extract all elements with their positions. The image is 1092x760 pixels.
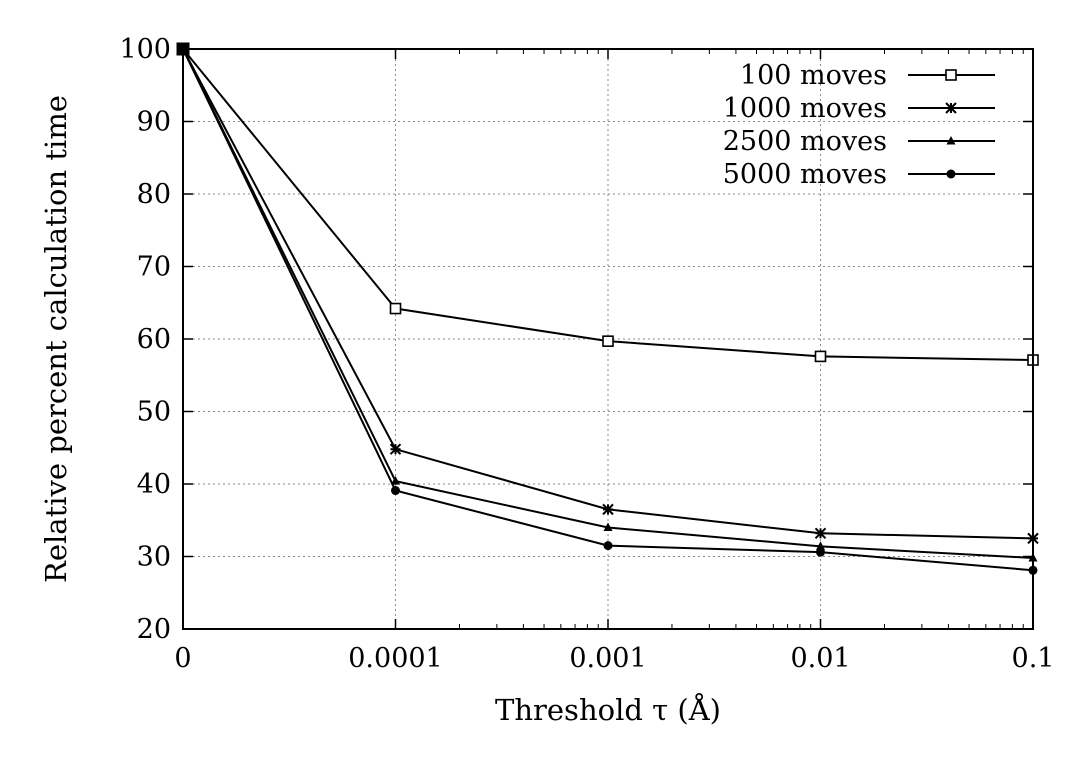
legend-item: 1000 moves [723,93,995,124]
data-point [602,503,614,516]
x-tick-label: 0.001 [569,643,646,674]
y-tick-label: 80 [137,179,171,210]
data-point [814,350,827,363]
y-tick-label: 90 [137,107,171,138]
plot-frame [182,48,1034,630]
x-tick-label: 0.1 [1012,643,1055,674]
legend-label: 5000 moves [723,159,887,190]
data-point [814,527,827,540]
data-point [391,476,400,485]
series-2500-moves [182,48,1038,562]
data-point [391,486,400,496]
legend-marker [946,136,956,145]
legend-label: 2500 moves [723,126,887,157]
y-tick-label: 100 [119,34,171,65]
data-point [603,541,613,551]
y-tick-label: 20 [137,614,171,645]
x-tick-label: 0.01 [790,643,850,674]
x-tick-label: 0.0001 [348,643,442,674]
data-point [389,302,402,315]
y-tick-label: 70 [137,252,171,283]
legend-item: 100 moves [740,60,995,91]
data-point [389,443,402,455]
data-point [816,541,825,550]
y-tick-label: 50 [137,397,171,428]
data-point [602,335,614,347]
y-tick-label: 60 [137,324,171,355]
x-tick-label: 0 [174,643,191,674]
legend-item: 2500 moves [723,126,995,157]
tick-labels: 20 30 40 50 60 70 80 90 100 0 0.0001 0.001 0.01 0.1 [119,34,1054,674]
data-point [816,547,825,557]
y-axis-title: Relative percent calculation time [39,95,73,583]
data-point [603,522,613,531]
legend-label: 100 moves [740,60,887,91]
legend-marker [945,102,957,114]
series-group [176,42,1039,575]
legend-marker [945,69,957,81]
legend-label: 1000 moves [723,93,887,124]
y-tick-label: 30 [137,542,171,573]
y-tick-label: 40 [137,469,171,500]
x-axis-title: Threshold τ (Å) [495,692,721,727]
legend-marker [946,169,956,179]
series-1000-moves [182,48,1039,545]
legend-item: 5000 moves [723,159,995,190]
